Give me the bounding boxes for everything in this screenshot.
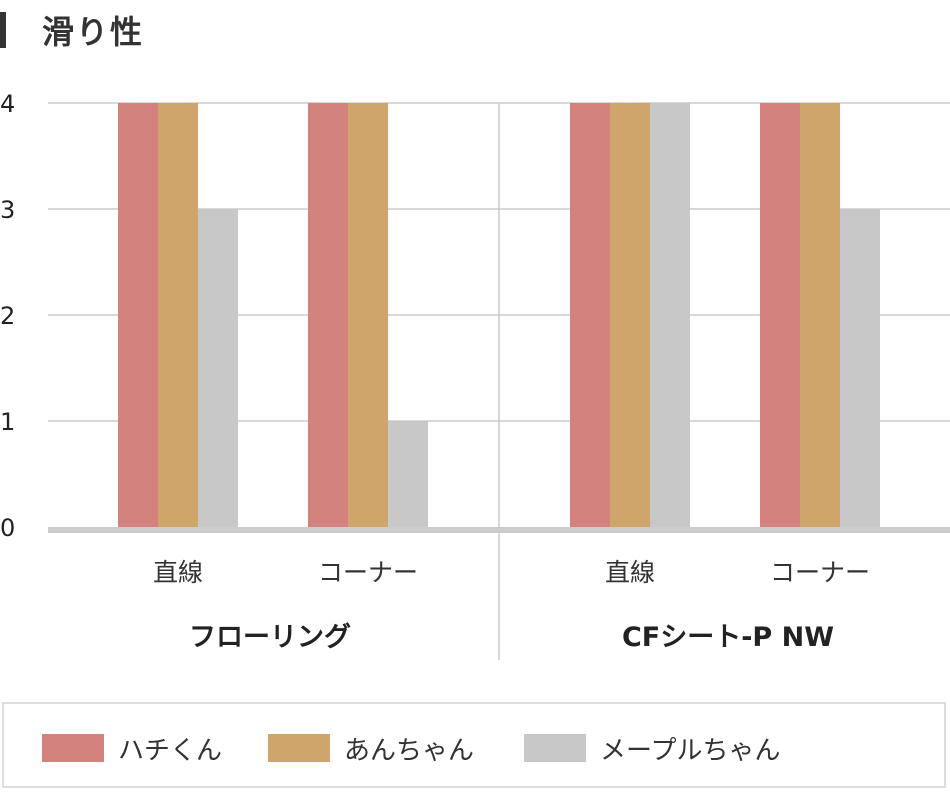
y-tick-label-2: 2 [0,302,15,330]
x-tick-label-3: 直線 [605,558,655,587]
y-tick-label-1: 1 [0,408,15,436]
y-tick-label-3: 3 [0,196,15,224]
bar-3-3 [650,103,690,527]
legend-label-anchan: あんちゃん [344,735,475,766]
group-label-1: フローリング [189,621,351,653]
x-axis-baseline [48,527,950,533]
legend-label-hachikun: ハチくん [118,735,223,766]
legend-item-anchan: あんちゃん [268,734,474,766]
bar-2-3 [388,421,428,527]
bar-4-1 [760,103,800,527]
legend: ハチくん あんちゃん メープルちゃん [2,702,946,788]
legend-item-maplechan: メープルちゃん [524,734,780,766]
bar-1-3 [198,209,238,527]
bar-3-2 [610,103,650,527]
bar-2-1 [308,103,348,527]
legend-swatch-anchan [268,734,330,762]
group-label-2: CFシート-P NW [622,622,834,653]
bar-2-2 [348,103,388,527]
bar-4-2 [800,103,840,527]
bar-3-1 [570,103,610,527]
y-tick-label-0: 0 [0,514,15,542]
x-tick-label-4: コーナー [770,558,870,587]
title-accent-bar [0,12,6,48]
bar-4-3 [840,209,880,527]
legend-label-maplechan: メープルちゃん [600,735,781,766]
x-tick-label-1: 直線 [153,558,203,587]
chart-title: 滑り性 [42,13,145,51]
legend-swatch-maplechan [524,734,586,762]
y-tick-label-4: 4 [0,90,15,118]
legend-swatch-hachikun [42,734,104,762]
bar-1-1 [118,103,158,527]
legend-item-hachikun: ハチくん [42,734,222,766]
chart-title-area: 滑り性 [0,8,144,52]
x-tick-label-2: コーナー [318,558,418,587]
bar-1-2 [158,103,198,527]
